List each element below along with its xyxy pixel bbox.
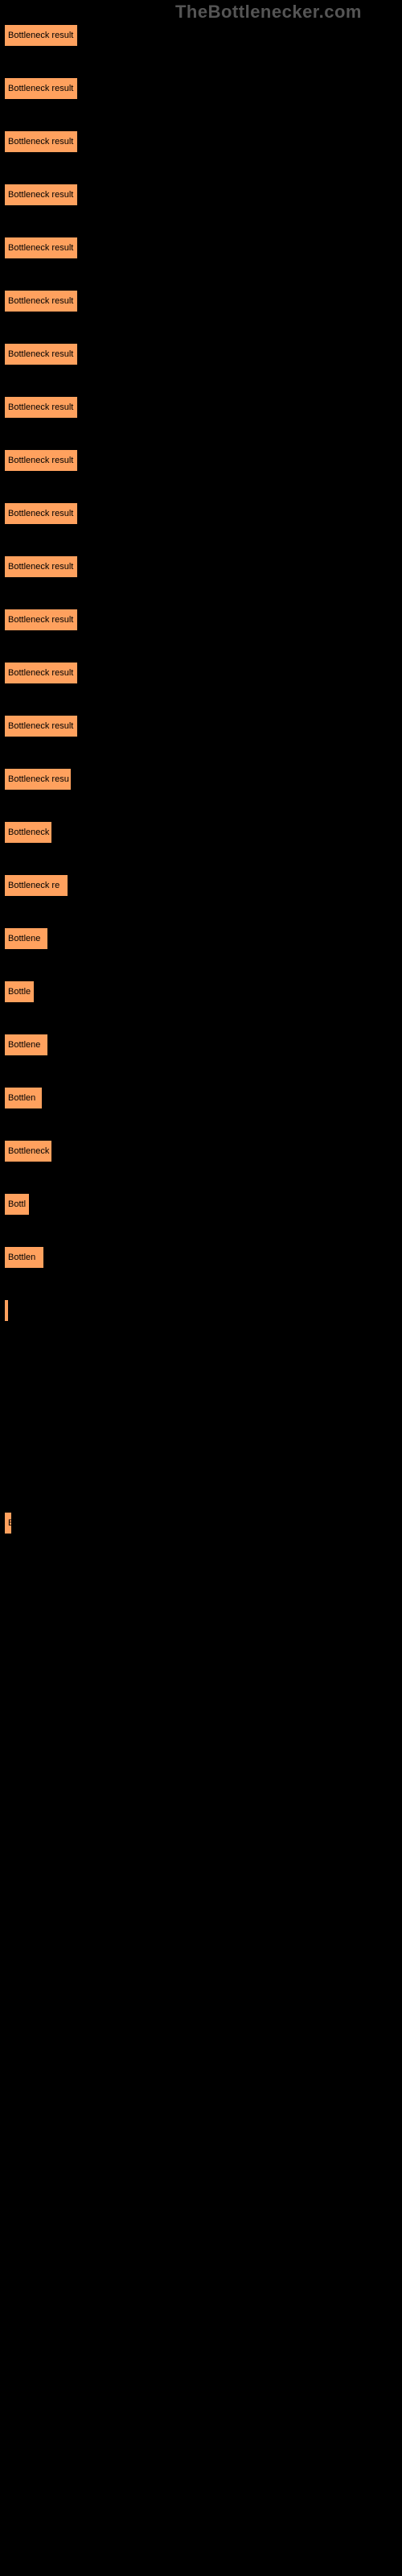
watermark-text: TheBottlenecker.com [175, 2, 362, 23]
bar: Bottleneck result [4, 184, 78, 206]
bar-row [4, 1352, 402, 1375]
bar-row: Bottleneck result [4, 555, 402, 578]
bar-row: Bottleneck result [4, 449, 402, 472]
bar-row: Bottleneck result [4, 130, 402, 153]
bar: Bottleneck result [4, 502, 78, 525]
bar: Bottleneck result [4, 715, 78, 737]
bar: Bottleneck result [4, 130, 78, 153]
bar: Bottleneck resu [4, 768, 72, 791]
bar [4, 1299, 9, 1322]
bar: Bottleneck result [4, 396, 78, 419]
bar-row: Bottleneck result [4, 290, 402, 312]
bar: Bottlen [4, 1246, 44, 1269]
bar-row: Bottleneck result [4, 77, 402, 100]
bar-row: Bottleneck re [4, 874, 402, 897]
bar-row: Bottleneck result [4, 184, 402, 206]
bar: Bottleneck result [4, 609, 78, 631]
bar: Bottl [4, 1193, 30, 1216]
bar-row: Bottleneck [4, 821, 402, 844]
bar-row: Bottleneck result [4, 715, 402, 737]
bar-row: Bottleneck result [4, 609, 402, 631]
bar-row: Bottlen [4, 1087, 402, 1109]
bar-row: B [4, 1512, 402, 1534]
bar: Bottlene [4, 1034, 48, 1056]
bar-row: Bottleneck result [4, 502, 402, 525]
bar: Bottleneck result [4, 24, 78, 47]
bar-row: Bottleneck result [4, 343, 402, 365]
bar: Bottleneck result [4, 449, 78, 472]
bar: Bottlene [4, 927, 48, 950]
bar-row: Bottlene [4, 1034, 402, 1056]
bar: Bottleneck result [4, 555, 78, 578]
bar: Bottle [4, 980, 35, 1003]
bar-row: Bottleneck [4, 1140, 402, 1162]
bar: Bottleneck re [4, 874, 68, 897]
bar: Bottleneck result [4, 77, 78, 100]
bar-row: Bottle [4, 980, 402, 1003]
bar-row: Bottleneck result [4, 396, 402, 419]
bar-row [4, 1406, 402, 1428]
bar-row: Bottleneck resu [4, 768, 402, 791]
bar: Bottleneck result [4, 237, 78, 259]
bar: Bottleneck result [4, 343, 78, 365]
bar-chart: Bottleneck result Bottleneck result Bottle… [0, 0, 402, 1534]
bar-row: Bottlene [4, 927, 402, 950]
bar: B [4, 1512, 12, 1534]
bar-row: Bottlen [4, 1246, 402, 1269]
bar-row: Bottleneck result [4, 237, 402, 259]
bar-row [4, 1459, 402, 1481]
bar-row: Bottleneck result [4, 24, 402, 47]
bar: Bottleneck [4, 1140, 52, 1162]
bar: Bottlen [4, 1087, 43, 1109]
bar-row: Bottleneck result [4, 662, 402, 684]
bar-row [4, 1299, 402, 1322]
bar: Bottleneck result [4, 662, 78, 684]
bar: Bottleneck result [4, 290, 78, 312]
bar-row: Bottl [4, 1193, 402, 1216]
bar: Bottleneck [4, 821, 52, 844]
